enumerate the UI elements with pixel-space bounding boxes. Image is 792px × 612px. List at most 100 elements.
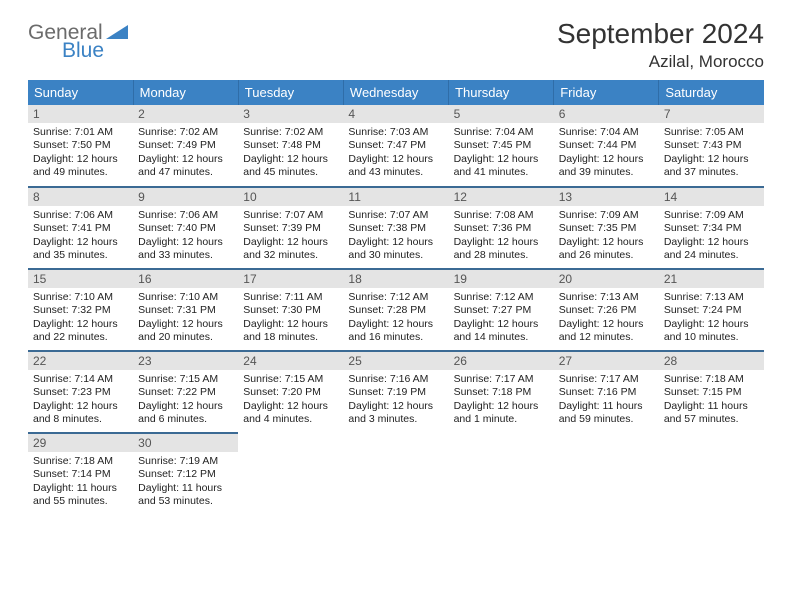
day-number: 28 (659, 352, 764, 370)
daylight-text-1: Daylight: 12 hours (243, 236, 338, 249)
day-details: Sunrise: 7:02 AMSunset: 7:48 PMDaylight:… (238, 123, 343, 184)
day-details: Sunrise: 7:18 AMSunset: 7:15 PMDaylight:… (659, 370, 764, 431)
daylight-text-1: Daylight: 12 hours (348, 153, 443, 166)
day-details: Sunrise: 7:02 AMSunset: 7:49 PMDaylight:… (133, 123, 238, 184)
day-details: Sunrise: 7:17 AMSunset: 7:16 PMDaylight:… (554, 370, 659, 431)
sunrise-text: Sunrise: 7:07 AM (243, 209, 338, 222)
sunrise-text: Sunrise: 7:19 AM (138, 455, 233, 468)
day-details: Sunrise: 7:04 AMSunset: 7:44 PMDaylight:… (554, 123, 659, 184)
sunset-text: Sunset: 7:23 PM (33, 386, 128, 399)
sunrise-text: Sunrise: 7:09 AM (664, 209, 759, 222)
calendar-cell: 27Sunrise: 7:17 AMSunset: 7:16 PMDayligh… (554, 351, 659, 433)
day-details: Sunrise: 7:06 AMSunset: 7:41 PMDaylight:… (28, 206, 133, 267)
day-number: 15 (28, 270, 133, 288)
weekday-header: Sunday (28, 80, 133, 105)
daylight-text-2: and 37 minutes. (664, 166, 759, 179)
day-details: Sunrise: 7:12 AMSunset: 7:27 PMDaylight:… (449, 288, 554, 349)
sunrise-text: Sunrise: 7:12 AM (454, 291, 549, 304)
sunrise-text: Sunrise: 7:06 AM (138, 209, 233, 222)
sunset-text: Sunset: 7:16 PM (559, 386, 654, 399)
weekday-header: Saturday (659, 80, 764, 105)
day-details: Sunrise: 7:13 AMSunset: 7:24 PMDaylight:… (659, 288, 764, 349)
sunrise-text: Sunrise: 7:01 AM (33, 126, 128, 139)
daylight-text-1: Daylight: 12 hours (454, 400, 549, 413)
sunrise-text: Sunrise: 7:13 AM (664, 291, 759, 304)
sunset-text: Sunset: 7:19 PM (348, 386, 443, 399)
calendar-cell: 17Sunrise: 7:11 AMSunset: 7:30 PMDayligh… (238, 269, 343, 351)
daylight-text-2: and 32 minutes. (243, 249, 338, 262)
calendar-cell: 19Sunrise: 7:12 AMSunset: 7:27 PMDayligh… (449, 269, 554, 351)
calendar-cell: 20Sunrise: 7:13 AMSunset: 7:26 PMDayligh… (554, 269, 659, 351)
calendar-cell: 26Sunrise: 7:17 AMSunset: 7:18 PMDayligh… (449, 351, 554, 433)
calendar-cell: 13Sunrise: 7:09 AMSunset: 7:35 PMDayligh… (554, 187, 659, 269)
sunrise-text: Sunrise: 7:14 AM (33, 373, 128, 386)
calendar-cell: 15Sunrise: 7:10 AMSunset: 7:32 PMDayligh… (28, 269, 133, 351)
sunset-text: Sunset: 7:48 PM (243, 139, 338, 152)
day-number: 25 (343, 352, 448, 370)
daylight-text-1: Daylight: 12 hours (243, 318, 338, 331)
weekday-header: Thursday (449, 80, 554, 105)
day-number: 4 (343, 105, 448, 123)
sunset-text: Sunset: 7:28 PM (348, 304, 443, 317)
sunset-text: Sunset: 7:31 PM (138, 304, 233, 317)
day-number: 11 (343, 188, 448, 206)
day-number: 21 (659, 270, 764, 288)
daylight-text-1: Daylight: 12 hours (33, 400, 128, 413)
daylight-text-2: and 26 minutes. (559, 249, 654, 262)
daylight-text-1: Daylight: 12 hours (33, 153, 128, 166)
daylight-text-1: Daylight: 12 hours (454, 318, 549, 331)
sunset-text: Sunset: 7:36 PM (454, 222, 549, 235)
sunset-text: Sunset: 7:40 PM (138, 222, 233, 235)
calendar-row: 22Sunrise: 7:14 AMSunset: 7:23 PMDayligh… (28, 351, 764, 433)
calendar-page: General Blue September 2024 Azilal, Moro… (0, 0, 792, 533)
calendar-cell (659, 433, 764, 515)
day-details: Sunrise: 7:03 AMSunset: 7:47 PMDaylight:… (343, 123, 448, 184)
daylight-text-2: and 45 minutes. (243, 166, 338, 179)
day-number: 5 (449, 105, 554, 123)
daylight-text-2: and 18 minutes. (243, 331, 338, 344)
daylight-text-2: and 24 minutes. (664, 249, 759, 262)
sunset-text: Sunset: 7:41 PM (33, 222, 128, 235)
calendar-cell: 10Sunrise: 7:07 AMSunset: 7:39 PMDayligh… (238, 187, 343, 269)
daylight-text-2: and 10 minutes. (664, 331, 759, 344)
daylight-text-1: Daylight: 12 hours (454, 236, 549, 249)
sunrise-text: Sunrise: 7:06 AM (33, 209, 128, 222)
daylight-text-1: Daylight: 11 hours (559, 400, 654, 413)
calendar-cell: 23Sunrise: 7:15 AMSunset: 7:22 PMDayligh… (133, 351, 238, 433)
daylight-text-2: and 59 minutes. (559, 413, 654, 426)
day-number: 13 (554, 188, 659, 206)
sunrise-text: Sunrise: 7:04 AM (559, 126, 654, 139)
daylight-text-1: Daylight: 12 hours (348, 400, 443, 413)
daylight-text-2: and 41 minutes. (454, 166, 549, 179)
calendar-cell: 6Sunrise: 7:04 AMSunset: 7:44 PMDaylight… (554, 105, 659, 187)
location: Azilal, Morocco (557, 52, 764, 72)
sunset-text: Sunset: 7:14 PM (33, 468, 128, 481)
daylight-text-1: Daylight: 12 hours (348, 318, 443, 331)
daylight-text-2: and 14 minutes. (454, 331, 549, 344)
calendar-cell: 24Sunrise: 7:15 AMSunset: 7:20 PMDayligh… (238, 351, 343, 433)
sunset-text: Sunset: 7:30 PM (243, 304, 338, 317)
day-details: Sunrise: 7:07 AMSunset: 7:38 PMDaylight:… (343, 206, 448, 267)
sunrise-text: Sunrise: 7:10 AM (33, 291, 128, 304)
daylight-text-2: and 6 minutes. (138, 413, 233, 426)
sunrise-text: Sunrise: 7:03 AM (348, 126, 443, 139)
sunrise-text: Sunrise: 7:17 AM (559, 373, 654, 386)
day-details: Sunrise: 7:04 AMSunset: 7:45 PMDaylight:… (449, 123, 554, 184)
calendar-cell: 4Sunrise: 7:03 AMSunset: 7:47 PMDaylight… (343, 105, 448, 187)
day-number: 17 (238, 270, 343, 288)
daylight-text-1: Daylight: 12 hours (243, 153, 338, 166)
day-details: Sunrise: 7:09 AMSunset: 7:34 PMDaylight:… (659, 206, 764, 267)
calendar-cell: 1Sunrise: 7:01 AMSunset: 7:50 PMDaylight… (28, 105, 133, 187)
daylight-text-2: and 8 minutes. (33, 413, 128, 426)
sunset-text: Sunset: 7:49 PM (138, 139, 233, 152)
sunrise-text: Sunrise: 7:16 AM (348, 373, 443, 386)
daylight-text-1: Daylight: 12 hours (138, 318, 233, 331)
calendar-cell: 14Sunrise: 7:09 AMSunset: 7:34 PMDayligh… (659, 187, 764, 269)
calendar-cell: 12Sunrise: 7:08 AMSunset: 7:36 PMDayligh… (449, 187, 554, 269)
calendar-cell: 16Sunrise: 7:10 AMSunset: 7:31 PMDayligh… (133, 269, 238, 351)
weekday-header: Wednesday (343, 80, 448, 105)
daylight-text-2: and 28 minutes. (454, 249, 549, 262)
day-number: 30 (133, 434, 238, 452)
sunset-text: Sunset: 7:26 PM (559, 304, 654, 317)
sunrise-text: Sunrise: 7:07 AM (348, 209, 443, 222)
